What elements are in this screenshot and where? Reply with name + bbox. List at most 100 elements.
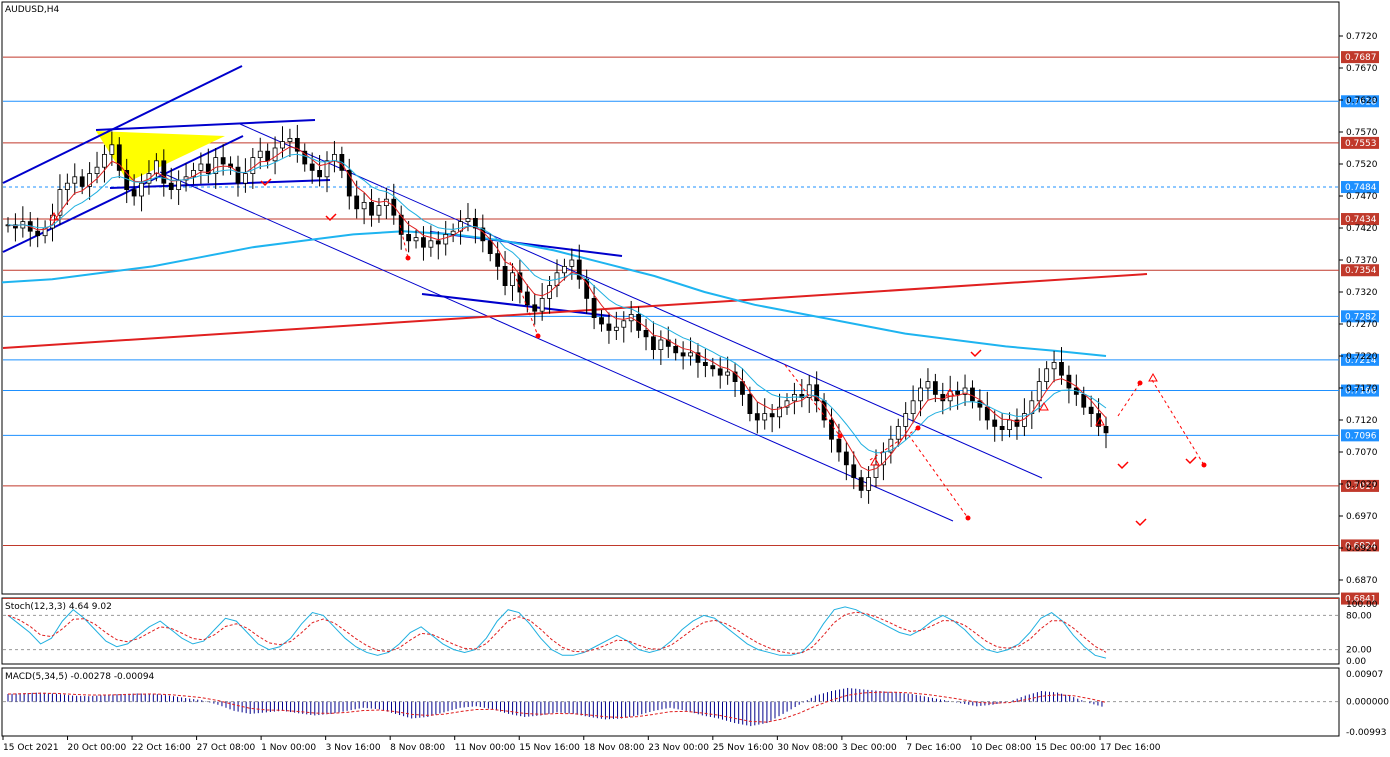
support-line [421, 293, 611, 317]
macd-plot [3, 687, 1339, 727]
candle-body [428, 240, 434, 248]
macd-tick-label: -0.00993 [1346, 728, 1386, 738]
candle-body [918, 387, 923, 402]
candle-body [562, 265, 567, 274]
candle-body [658, 339, 664, 351]
candle-body [94, 166, 100, 174]
price-tick-label: 0.7520 [1346, 160, 1378, 170]
candle-body [1036, 381, 1042, 402]
candle-body [510, 272, 515, 286]
candle-body [992, 419, 998, 427]
arrow-marker [945, 387, 955, 397]
price-tick-label: 0.7020 [1346, 480, 1378, 490]
time-tick-label: 10 Dec 08:00 [971, 743, 1032, 753]
price-tick-label: 0.7070 [1346, 448, 1378, 458]
candle-body [1059, 361, 1064, 376]
level-price-box [1341, 384, 1379, 397]
horizontal-levels: 0.7687 0.7618 0.7553 0.7484 0.7434 0.7354 0.72… [3, 51, 1379, 605]
check-mark [1117, 461, 1129, 470]
level-price-label: 0.7553 [1345, 139, 1377, 149]
time-tick-label: 1 Nov 00:00 [261, 743, 316, 753]
ma-long-line [1, 230, 1107, 357]
level-price-label: 0.7214 [1345, 356, 1377, 366]
projection-arrow [509, 261, 539, 337]
main-panel-frame [1, 1, 1340, 595]
stoch-label: Stoch(12,3,3) 4.64 9.02 [5, 602, 112, 612]
candle-body [406, 233, 412, 242]
candle-body [836, 438, 842, 453]
candle-body [524, 291, 530, 306]
candle-body [272, 147, 278, 162]
candle-body [695, 352, 701, 363]
candle-body [621, 320, 627, 328]
candle-body [1081, 393, 1087, 408]
level-price-label: 0.7687 [1345, 53, 1377, 63]
candle-body [962, 387, 968, 395]
candle-body [443, 233, 449, 245]
candle-body [643, 329, 649, 338]
annotations [49, 178, 1207, 527]
candle-body [984, 406, 990, 421]
price-tick-label: 0.7470 [1346, 192, 1378, 202]
candle-body [287, 137, 293, 142]
candle-body [153, 160, 159, 175]
candle-body [910, 400, 916, 414]
price-tick-label: 0.7670 [1346, 64, 1378, 74]
candle-body [317, 169, 322, 178]
candle-body [116, 144, 122, 171]
triangle-pattern [96, 131, 225, 182]
candle-body [569, 259, 575, 267]
candle-body [161, 160, 167, 184]
falling-channel-upper [239, 123, 1043, 479]
level-price-label: 0.7618 [1345, 97, 1377, 107]
falling-channel-lower [159, 171, 954, 522]
candle-body [354, 195, 360, 210]
candle-body [866, 477, 871, 491]
projection-arrow-head [1137, 380, 1143, 386]
stoch-panel-frame [1, 597, 1340, 665]
candle-body [532, 304, 538, 312]
level-price-box [1341, 213, 1379, 226]
candle-body [131, 189, 137, 197]
projection-arrow [784, 364, 841, 437]
level-price-box [1341, 95, 1379, 108]
arrow-marker [1148, 372, 1158, 382]
candle-body [1051, 361, 1057, 370]
projection-arrow [869, 427, 919, 461]
candle-body [970, 387, 975, 402]
time-tick-label: 15 Nov 16:00 [519, 743, 580, 753]
level-price-box [1341, 264, 1379, 277]
projection-arrow-head [837, 433, 843, 439]
projection-arrow-head [915, 425, 921, 431]
candle-body [1007, 419, 1012, 430]
stochastic-plot [3, 606, 1339, 659]
stoch-tick-label: 100.00 [1346, 600, 1378, 610]
check-mark [1185, 456, 1197, 465]
candle-body [435, 240, 441, 245]
candle-body [176, 179, 182, 191]
candle-body [829, 419, 834, 440]
level-price-label: 0.7434 [1345, 215, 1377, 225]
candle-body [673, 345, 679, 354]
time-tick-label: 23 Nov 00:00 [648, 743, 709, 753]
macd-label: MACD(5,34,5) -0.00278 -0.00094 [5, 672, 155, 682]
candle-body [999, 425, 1005, 430]
candle-body [465, 217, 471, 222]
candle-body [881, 451, 886, 466]
check-mark [325, 213, 337, 222]
candle-body [851, 464, 857, 478]
time-tick-label: 30 Nov 08:00 [777, 743, 838, 753]
candle-body [903, 413, 909, 427]
candle-body [64, 182, 70, 190]
candle-body [1014, 419, 1020, 427]
time-tick-label: 27 Oct 08:00 [197, 743, 256, 753]
candle-body [280, 141, 285, 149]
candle-body [191, 169, 196, 178]
candle-body [376, 205, 382, 216]
candle-body [413, 237, 419, 242]
candle-body [332, 153, 337, 162]
rising-channel-upper [2, 65, 243, 184]
stoch-tick-label: 20.00 [1346, 646, 1372, 656]
candle-body [702, 361, 708, 366]
candle-body [814, 384, 820, 402]
